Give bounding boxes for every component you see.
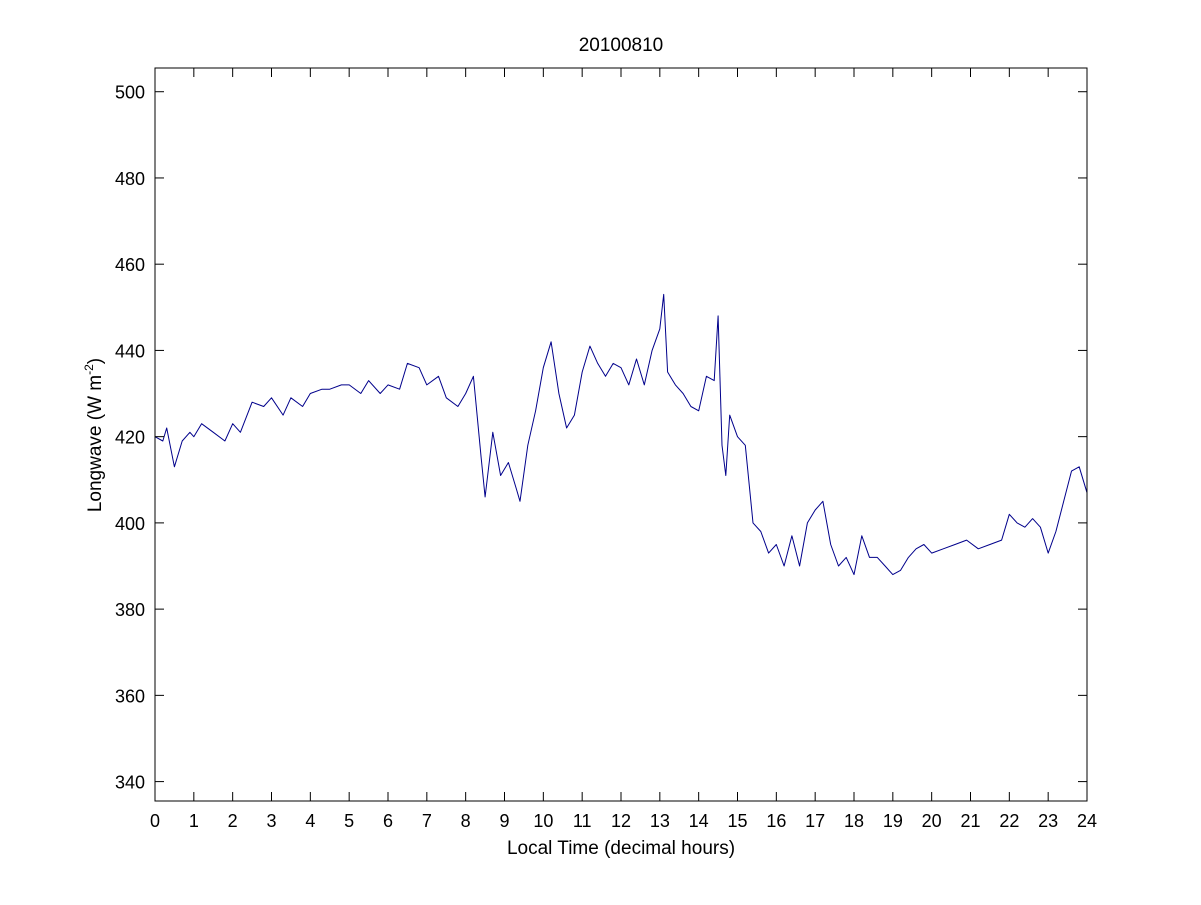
x-ticks: 0 1 2 3 4 5 6 7 8 9 10 11 12 13 14 15 16 17 18 19 20 21 22 23 24 [150, 68, 1097, 831]
x-tick-label: 8 [461, 811, 471, 831]
chart-title: 20100810 [579, 35, 664, 56]
x-tick-label: 2 [228, 811, 238, 831]
x-tick-label: 1 [189, 811, 199, 831]
x-tick-label: 20 [922, 811, 942, 831]
x-tick-label: 13 [650, 811, 670, 831]
x-tick-label: 24 [1077, 811, 1097, 831]
x-tick-label: 23 [1038, 811, 1058, 831]
x-axis-label: Local Time (decimal hours) [507, 838, 735, 859]
y-axis-label-main: Longwave (W m [85, 375, 106, 512]
y-axis-label: Longwave (W m-2) [82, 358, 106, 512]
x-tick-label: 15 [727, 811, 747, 831]
y-tick-label: 440 [115, 341, 145, 361]
x-tick-label: 4 [305, 811, 315, 831]
plot-frame [154, 67, 1088, 802]
y-ticks: 340 360 380 400 420 440 460 480 500 [115, 83, 1087, 793]
plot-series [154, 293, 1088, 576]
x-tick-label: 21 [960, 811, 980, 831]
x-tick-label: 14 [689, 811, 709, 831]
y-axis-label-close: ) [85, 358, 106, 364]
x-tick-label: 22 [999, 811, 1019, 831]
x-tick-label: 0 [150, 811, 160, 831]
x-tick-label: 12 [611, 811, 631, 831]
x-tick-label: 16 [766, 811, 786, 831]
y-axis-label-exponent: -2 [82, 364, 96, 375]
x-tick-label: 19 [883, 811, 903, 831]
y-tick-label: 480 [115, 169, 145, 189]
x-tick-label: 18 [844, 811, 864, 831]
y-tick-label: 420 [115, 428, 145, 448]
y-tick-label: 500 [115, 83, 145, 103]
x-tick-label: 5 [344, 811, 354, 831]
y-tick-label: 360 [115, 686, 145, 706]
y-tick-label: 340 [115, 773, 145, 793]
x-tick-label: 9 [499, 811, 509, 831]
x-tick-label: 10 [533, 811, 553, 831]
y-tick-label: 400 [115, 514, 145, 534]
series-line-0 [154, 293, 1088, 576]
x-tick-label: 7 [422, 811, 432, 831]
x-tick-label: 6 [383, 811, 393, 831]
y-tick-label: 460 [115, 255, 145, 275]
y-tick-label: 380 [115, 600, 145, 620]
x-tick-label: 3 [266, 811, 276, 831]
x-tick-label: 11 [573, 811, 592, 831]
x-tick-label: 17 [805, 811, 825, 831]
